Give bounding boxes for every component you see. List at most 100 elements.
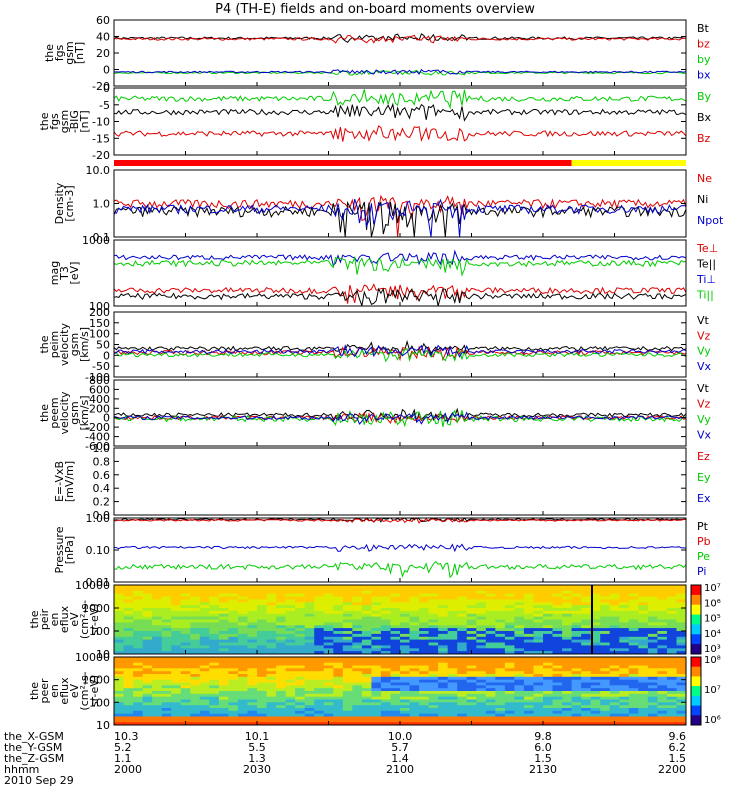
series-fgs_b-0 [114, 33, 686, 43]
y-tick-label: 600 [89, 383, 110, 396]
legend-entry: Vt [697, 382, 710, 395]
series-temperature-2 [114, 249, 686, 267]
legend-entry: Vz [697, 329, 711, 342]
panel-velocity_i: VtVzVyVx8006004002000-200-400-600thepeem… [38, 374, 712, 453]
series-velocity_i-0 [114, 407, 686, 423]
legend-entry: Vt [697, 314, 710, 327]
density-yaxis: 10.0 1.0 0.1 [86, 164, 687, 244]
legend-entry: Ti⊥ [696, 273, 716, 286]
y-tick-label: 60 [96, 14, 110, 27]
legend-entry: Te|| [696, 258, 716, 271]
panel-pressure: Pt Pb Pe Pi 1.00 0.10 0.01 Pressure[nPa] [53, 512, 711, 589]
ephemeris-value: 2000 [114, 763, 142, 776]
legend-entry: Ne [697, 172, 712, 185]
series-temperature-1 [114, 287, 686, 306]
y-tick-label: 10 [96, 719, 110, 732]
ephemeris-value: 10.3 [114, 730, 139, 743]
ephemeris-row-label: the_Z-GSM [4, 752, 64, 765]
velocity_e-legend: Vt Vz Vy Vx [697, 314, 712, 373]
electron_spectrogram-ylabel: thepeerenefluxeV(cm²-s-sr-eV) [28, 671, 101, 710]
series-temperature-0 [114, 283, 686, 304]
ephemeris-value: 2200 [658, 763, 686, 776]
series-velocity_i-1 [114, 411, 686, 425]
y-tick-label: 0.2 [93, 496, 111, 509]
mode-bar [114, 160, 686, 166]
legend-entry: Bx [697, 111, 712, 124]
panel-density: Ne Ni Npot 10.0 1.0 0.1 Density[cm-3] [53, 164, 724, 244]
y-tick-label: 100 [89, 696, 110, 709]
panel-electron_spectrogram: 10⁸ 10⁷ 10⁶ 10000 1000 100 10 thepeerenefluxeV(… [28, 651, 721, 732]
ion_spectrogram-ylabel: thepeirenefluxeV(cm²-s-sr-eV) [28, 600, 101, 639]
y-tick-label: 20 [96, 47, 110, 60]
legend-entry: Vx [697, 429, 712, 442]
temperature-legend: Te⊥ Te|| Ti⊥ Ti|| [696, 242, 718, 302]
efield-frame [113, 447, 687, 516]
y-tick-label: 100 [89, 300, 110, 313]
legend-entry: bx [697, 69, 711, 82]
y-tick-label: -15 [92, 132, 110, 145]
ephemeris-value: 1.3 [248, 752, 266, 765]
y-tick-label: 10000 [75, 579, 110, 592]
fgs_b-frame [113, 19, 687, 87]
legend-entry: Ti|| [696, 289, 714, 302]
colorbar-tick: 10⁷ [704, 583, 721, 594]
efield-ylabel: E=-VxB[mV/m] [53, 461, 76, 502]
y-tick-label: 0.0 [93, 509, 111, 522]
pressure-ylabel: Pressure[nPa] [53, 526, 76, 573]
ephemeris-row-label: 2010 Sep 29 [4, 774, 74, 787]
y-tick-label: 0 [103, 82, 110, 95]
y-tick-label: -200 [85, 421, 110, 434]
series-fgs_b_zoom-1 [114, 102, 686, 122]
panel-fgs_b_zoom: By Bx Bz 0 -5 -10 -15 -20 thefgsgsm-BIG[nT] [38, 82, 712, 162]
ephemeris-value: 5.2 [114, 741, 132, 754]
y-tick-label: 10000 [75, 651, 110, 664]
legend-entry: Te⊥ [696, 242, 718, 255]
panel-efield: Ez Ey Ex 1.00.80.60.40.20.0 E=-VxB[mV/m] [53, 442, 711, 522]
legend-entry: Vx [697, 360, 712, 373]
y-tick-label: 100 [89, 328, 110, 341]
temperature-ylabel: magT3[eV] [48, 261, 81, 285]
y-tick-label: 1.00 [86, 512, 111, 525]
panel-stack: Btbzbybx6040200-20thefgsgsm[nT]ByBxBz0-5… [28, 14, 724, 732]
series-fgs_b-3 [114, 68, 686, 76]
ephemeris-value: 2100 [386, 763, 414, 776]
ephemeris-value: 2030 [243, 763, 271, 776]
y-tick-label: 800 [89, 374, 110, 387]
series-velocity_e-2 [114, 348, 686, 363]
chart-title: P4 (TH-E) fields and on-board moments ov… [215, 2, 535, 17]
efield-yaxis: 1.00.80.60.40.20.0 [93, 442, 687, 522]
colorbar-tick: 10⁷ [704, 685, 721, 696]
legend-entry: Pb [697, 535, 711, 548]
ion_spectrogram-image [114, 585, 686, 654]
ephemeris-value: 6.2 [669, 741, 687, 754]
series-velocity_e-3 [114, 343, 686, 358]
ephemeris-value: 1.1 [114, 752, 132, 765]
series-pressure-3 [114, 543, 686, 553]
ephemeris-value: 10.1 [245, 730, 270, 743]
series-fgs_b-1 [114, 34, 686, 44]
y-tick-label: 0.01 [86, 576, 111, 589]
series-fgs_b_zoom-2 [114, 125, 686, 143]
y-tick-label: 0.8 [93, 455, 111, 468]
y-tick-label: 1000 [82, 674, 110, 687]
density-ylabel: Density[cm-3] [53, 182, 76, 224]
y-tick-label: -5 [99, 99, 110, 112]
ephemeris-value: 5.7 [391, 741, 409, 754]
ephemeris-value: 9.8 [534, 730, 552, 743]
legend-entry: Pe [697, 550, 710, 563]
y-tick-label: 1.0 [93, 198, 111, 211]
series-fgs_b_zoom-0 [114, 89, 686, 110]
colorbar-tick: 10⁸ [704, 655, 721, 666]
legend-entry: Bt [697, 22, 710, 35]
mode-bar-segment [571, 160, 686, 166]
temperature-frame [113, 239, 687, 307]
ephemeris-row-label: the_Y-GSM [4, 741, 62, 754]
mode-bar-segment [114, 160, 572, 166]
density-legend: Ne Ni Npot [697, 172, 724, 227]
ephemeris-value: 10.0 [388, 730, 413, 743]
pressure-legend: Pt Pb Pe Pi [697, 520, 711, 578]
